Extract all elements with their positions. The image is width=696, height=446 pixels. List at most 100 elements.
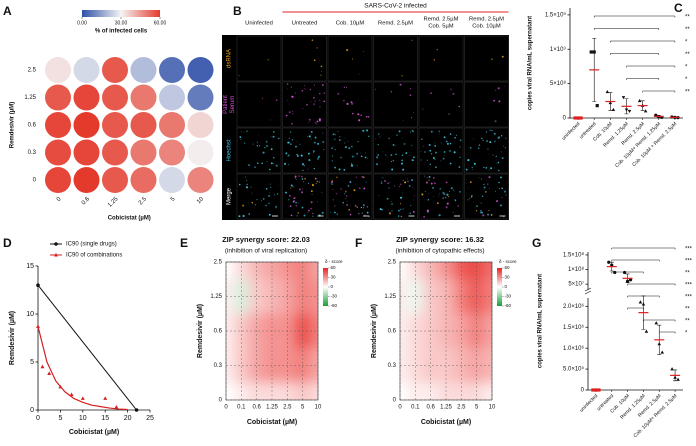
cell-dot — [410, 131, 412, 133]
cell-dot — [284, 162, 287, 165]
cell-dot — [291, 95, 294, 98]
cell-dot — [400, 208, 402, 210]
cell-dot — [285, 152, 288, 155]
heat-cell — [423, 279, 439, 314]
cell-dot — [410, 117, 413, 119]
cell-dot — [375, 138, 377, 140]
cell-dot — [318, 181, 321, 183]
data-point — [638, 300, 643, 304]
cell-dot — [387, 182, 389, 184]
cell-dot — [401, 159, 404, 162]
cell-dot — [414, 195, 416, 197]
chart-title: ZIP synergy score: 16.32 — [396, 235, 484, 244]
cell-dot — [432, 176, 435, 179]
row-label: Hoechst — [227, 139, 233, 161]
cell-dot — [433, 182, 436, 185]
heat-circle — [45, 167, 71, 193]
axis-break — [584, 287, 592, 295]
heat-circle — [102, 84, 128, 111]
heat-cell — [249, 348, 265, 383]
cell-dot — [405, 152, 408, 154]
cell-dot — [446, 142, 449, 145]
cell-dot — [301, 206, 304, 209]
cell-dot — [457, 205, 459, 207]
cell-dot — [444, 155, 446, 157]
cell-dot — [332, 199, 334, 201]
cell-dot — [350, 101, 353, 104]
data-point — [622, 270, 627, 275]
cell-dot — [259, 145, 261, 147]
cell-dot — [408, 184, 411, 187]
cell-dot — [363, 51, 364, 53]
cell-dot — [304, 88, 306, 90]
cell-dot — [442, 191, 445, 194]
cell-dot — [310, 101, 312, 102]
significance-bracket — [627, 295, 660, 298]
cell-dot — [505, 194, 507, 196]
cell-dot — [313, 103, 315, 105]
heat-cell — [400, 382, 408, 400]
cell-dot — [310, 131, 313, 133]
colorbar-tick-label: 30.00 — [115, 20, 128, 26]
data-point — [611, 107, 616, 112]
cell-dot — [410, 204, 412, 207]
y-tick-label: 1.25 — [24, 95, 36, 101]
x-axis-label: Cobicistat (µM) — [421, 419, 471, 426]
cell-dot — [310, 201, 313, 204]
cell-dot — [399, 183, 402, 186]
y-tick-label: 0 — [33, 178, 37, 184]
cell-dot — [319, 106, 321, 108]
data-point — [114, 404, 119, 409]
cell-dot — [375, 152, 377, 154]
cell-dot — [256, 199, 258, 201]
row-label: Merge — [227, 187, 233, 205]
cell-dot — [306, 103, 308, 106]
cell-dot — [351, 112, 354, 115]
cell-dot — [501, 55, 504, 58]
chart-subtitle: (inhibition of viral replication) — [225, 248, 307, 255]
cell-dot — [362, 185, 364, 187]
cell-dot — [304, 84, 305, 86]
cell-dot — [399, 83, 402, 86]
cell-dot — [287, 163, 290, 165]
cell-dot — [449, 150, 451, 152]
cell-dot — [296, 141, 298, 143]
heat-cell — [407, 348, 423, 383]
cell-dot — [348, 208, 351, 211]
cell-dot — [332, 155, 334, 157]
cell-dot — [300, 191, 304, 194]
cell-dot — [481, 211, 484, 214]
cell-dot — [343, 86, 345, 88]
heat-cell — [233, 279, 249, 314]
data-point — [36, 283, 40, 288]
cell-dot — [420, 159, 422, 161]
cell-dot — [459, 156, 461, 158]
colorbar-label: % of infected cells — [95, 29, 148, 35]
cell-dot — [308, 210, 310, 212]
cell-dot — [275, 207, 277, 209]
column-header: Remd. 2.5µM — [424, 17, 459, 23]
cell-dot — [390, 90, 393, 93]
cell-dot — [409, 151, 410, 153]
colorbar-tick-label: 30 — [331, 275, 337, 280]
cell-dot — [346, 87, 348, 89]
x-tick-label: 0 — [36, 415, 40, 422]
x-tick-label: 0 — [224, 405, 228, 411]
y-tick-label: 1.25 — [384, 294, 396, 300]
cell-dot — [316, 142, 320, 145]
image-cell — [373, 35, 418, 82]
cell-dot — [493, 167, 495, 169]
image-cell — [418, 173, 464, 220]
cell-dot — [424, 151, 426, 153]
significance-bracket — [611, 259, 660, 262]
image-cell — [418, 127, 464, 174]
y-tick-label: 0 — [30, 407, 34, 414]
heat-circle — [45, 57, 71, 83]
cell-dot — [318, 118, 321, 121]
cell-dot — [489, 188, 490, 189]
cell-dot — [309, 152, 311, 154]
cell-dot — [357, 140, 359, 143]
cell-dot — [476, 205, 479, 208]
cell-dot — [314, 141, 316, 144]
significance-label: ** — [685, 27, 690, 33]
